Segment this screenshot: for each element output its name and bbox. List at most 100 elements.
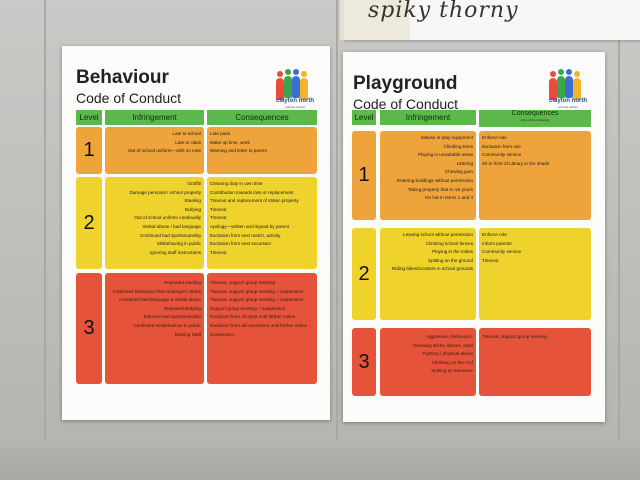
consequence-item: Timeout and replacement of stolen proper… xyxy=(210,198,299,204)
logo-school-sub: primary school xyxy=(558,105,578,109)
infringement-item: Throwing sticks, stones, sand xyxy=(412,342,473,348)
logo-figure xyxy=(557,69,565,98)
logo-figure xyxy=(573,71,581,100)
infringement-item: Repeated Bullying xyxy=(163,305,201,311)
logo-school-sub: primary school xyxy=(285,105,305,109)
infringement-item: Playing in the toilets xyxy=(432,249,473,255)
infringement-item: Repeated stealing xyxy=(163,280,201,285)
infringement-item: Fighting / physical abuse xyxy=(422,351,473,357)
infringement-item: Playing in unsuitable areas xyxy=(418,152,473,158)
infringement-item: Leaving school without permission xyxy=(403,232,473,237)
consequence-item: Exclusion from all excursions until furt… xyxy=(210,322,308,328)
wall-seam xyxy=(336,0,338,480)
infringement-item: Ignoring staff instructions xyxy=(150,249,201,255)
logo-figure xyxy=(292,69,300,98)
school-logo: clayton north primary school xyxy=(543,68,591,109)
infringement-cell: Misuse of play equipment Climbing trees … xyxy=(380,131,476,220)
logo-school-name: clayton north xyxy=(275,98,314,104)
level-number: 1 xyxy=(352,131,376,220)
masking-tape xyxy=(340,0,410,40)
infringement-item: Continued bad language & verbal abuse xyxy=(119,297,201,303)
infringement-item: Missing Staff xyxy=(174,331,201,337)
infringement-item: Late to class xyxy=(175,139,201,145)
consequence-item: Exclusion from all sport until further n… xyxy=(210,314,296,320)
infringement-item: Bullying xyxy=(184,206,201,212)
behaviour-poster: Behaviour Code of Conduct clayton north … xyxy=(62,46,330,420)
consequence-item: Timeout, support group meeting + suspens… xyxy=(210,297,304,303)
consequence-item: Late pass xyxy=(210,131,230,136)
consequence-item: Timeout, support group meeting + suspens… xyxy=(210,288,304,294)
infringement-item: Chewing gum xyxy=(444,169,473,175)
infringement-item: Littering xyxy=(456,160,473,166)
infringement-item: Entering buildings without permission xyxy=(397,177,473,183)
consequence-cell: Timeout, support group meeting xyxy=(479,328,591,396)
consequence-item: Exclusion from use xyxy=(482,143,521,149)
infringement-item: Misuse of play equipment xyxy=(420,135,473,140)
consequence-cell: Enforce rule Inform parents Community se… xyxy=(479,228,591,320)
infringement-item: Aggressive, behaviour- xyxy=(426,334,473,339)
infringement-item: Extreme bad sportsmanship xyxy=(143,314,201,320)
level-number: 2 xyxy=(76,177,102,269)
consequence-item: Cleaning duty in own time xyxy=(210,181,263,186)
logo-figure xyxy=(284,69,292,98)
wall-base xyxy=(0,440,640,480)
infringement-item: Out of school uniform—with no note xyxy=(127,148,201,154)
infringement-item: Continued bad sportsmanship xyxy=(139,232,201,238)
poster-title: Playground xyxy=(353,73,458,94)
infringement-item: No hat in terms 1 and 4 xyxy=(425,195,473,201)
school-logo: clayton north primary school xyxy=(270,68,318,109)
logo-figure xyxy=(549,71,557,100)
consequence-item: Exclusion from next excursion xyxy=(210,241,272,247)
consequence-item: Community service xyxy=(482,249,522,255)
infringement-item: Continued behaviour that endangers other… xyxy=(112,288,201,294)
consequence-item: Exclusion from next match, activity xyxy=(210,232,281,238)
infringement-item: Spitting on the ground xyxy=(428,257,473,263)
infringement-item: Out of school uniform continually xyxy=(134,215,201,221)
consequence-item: Timeout, support group meeting xyxy=(482,334,547,339)
consequence-item: Community service xyxy=(482,152,522,158)
header-level: Level xyxy=(352,110,376,125)
header-level: Level xyxy=(76,110,102,125)
poster-subtitle: Code of Conduct xyxy=(76,90,182,106)
consequence-item: Inform parents xyxy=(482,240,512,246)
header-consequences-label: Consequences xyxy=(511,110,559,117)
consequence-item: Sit in front of Library in the shade xyxy=(482,160,550,166)
infringement-item: Riding bikes/scooters in school grounds xyxy=(392,266,473,272)
infringement-item: Graffiti xyxy=(187,181,201,186)
consequence-item: Timeout xyxy=(210,206,227,212)
consequence-item: Warning and letter to parent xyxy=(210,148,267,154)
infringement-item: Verbal abuse / bad language xyxy=(142,223,202,229)
level-number: 1 xyxy=(76,127,102,174)
consequence-item: Enforce rule xyxy=(482,232,507,237)
wall-seam xyxy=(618,0,620,480)
infringement-item: Climbing on the roof xyxy=(431,359,473,365)
consequence-item: Make up time, work xyxy=(210,139,250,145)
logo-school-name: clayton north xyxy=(548,98,587,104)
infringement-cell: Aggressive, behaviour- Throwing sticks, … xyxy=(380,328,476,396)
level-number: 3 xyxy=(76,273,102,384)
logo-figure xyxy=(276,71,284,100)
infringement-item: Damage personal / school property xyxy=(129,189,202,195)
infringement-item: Late to school xyxy=(172,131,201,136)
level-number: 3 xyxy=(352,328,376,396)
playground-poster: Playground Code of Conduct clayton north… xyxy=(343,52,605,422)
consequence-cell: Cleaning duty in own time Contribution t… xyxy=(207,177,317,269)
poster-subtitle: Code of Conduct xyxy=(353,96,459,112)
poster-title: Behaviour xyxy=(76,67,169,88)
level-number: 2 xyxy=(352,228,376,320)
logo-figure xyxy=(565,69,573,98)
consequence-item: Contribution towards loss or replacement xyxy=(210,189,294,195)
infringement-cell: Late to school Late to class Out of scho… xyxy=(105,127,204,174)
infringement-item: Stealing xyxy=(184,198,201,204)
logo-figure xyxy=(300,71,308,100)
infringement-item: Spitting on someone xyxy=(431,368,473,374)
consequence-item: Timeout, support group meeting xyxy=(210,280,275,285)
consequence-item: Apology—written and signed by parent xyxy=(210,223,289,229)
consequence-item: Support group meeting + suspension xyxy=(210,305,286,311)
header-consequences-note: (One of the following) xyxy=(520,118,550,122)
consequence-item: Enforce rule xyxy=(482,135,507,140)
consequence-cell: Enforce rule Exclusion from use Communit… xyxy=(479,131,591,220)
infringement-item: Climbing trees xyxy=(443,143,473,149)
header-infringement: Infringement xyxy=(380,110,476,125)
infringement-cell: Repeated stealing Continued behaviour th… xyxy=(105,273,204,384)
